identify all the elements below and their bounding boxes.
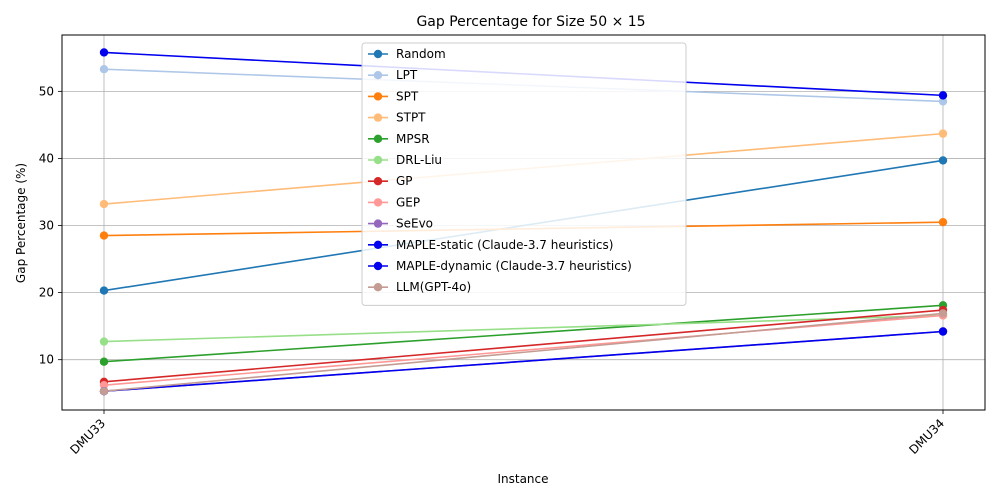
y-tick-label: 40 (39, 151, 54, 165)
y-tick-label: 30 (39, 219, 54, 233)
legend-label: LLM(GPT-4o) (396, 280, 471, 294)
legend-marker (373, 113, 383, 122)
legend-label: GEP (396, 195, 420, 209)
series-line (103, 330, 944, 393)
series-llm-gpt-4o (99, 309, 948, 396)
legend-item: SeEvo (368, 217, 433, 231)
legend-item: MAPLE-dynamic (Claude-3.7 heuristics) (368, 259, 632, 273)
legend-marker (373, 155, 383, 165)
series-line (103, 304, 944, 363)
legend-marker (373, 219, 383, 228)
data-point (938, 129, 948, 138)
legend-marker (373, 177, 383, 186)
series-line (103, 314, 944, 386)
legend-marker (373, 240, 383, 249)
series-line (103, 312, 944, 393)
legend-item: LLM(GPT-4o) (368, 280, 471, 294)
legend-label: GP (396, 174, 413, 188)
x-tick-label: DMU34 (906, 416, 947, 457)
legend-label: LPT (396, 68, 418, 82)
legend-marker (373, 49, 383, 59)
y-tick-label: 20 (39, 286, 54, 300)
y-tick-label: 10 (39, 353, 54, 367)
legend-item: Random (368, 47, 446, 61)
plot-frame (61, 34, 986, 411)
legend-marker (373, 261, 383, 271)
legend-marker (373, 283, 383, 292)
series-gp (99, 305, 948, 387)
legend-item: MAPLE-static (Claude-3.7 heuristics) (368, 238, 613, 252)
data-point (938, 156, 948, 165)
legend-label: SPT (396, 89, 419, 103)
data-point (99, 357, 109, 366)
y-axis-label: Gap Percentage (%) (14, 163, 28, 283)
series-line (103, 309, 944, 383)
legend-marker (373, 92, 383, 101)
legend-item: LPT (368, 68, 418, 82)
legend-item: SPT (368, 89, 419, 103)
legend-marker (373, 198, 383, 207)
data-point (99, 380, 109, 390)
data-point (99, 48, 109, 57)
legend-label: MPSR (396, 132, 430, 146)
data-point (99, 199, 109, 209)
y-tick-label: 50 (39, 84, 54, 98)
legend-label: Random (396, 47, 446, 61)
legend-label: SeEvo (396, 217, 433, 231)
data-point (938, 91, 948, 100)
series-lines (99, 48, 948, 396)
x-axis-label: Instance (497, 472, 548, 486)
series-mpsr (99, 301, 948, 366)
chart-title: Gap Percentage for Size 50 × 15 (416, 14, 645, 30)
x-tick-label: DMU33 (67, 416, 108, 457)
legend-label: DRL-Liu (396, 153, 442, 167)
legend-item: STPT (368, 111, 426, 125)
data-point (938, 327, 948, 336)
data-point (938, 217, 948, 227)
legend-marker (373, 134, 383, 143)
legend-label: MAPLE-static (Claude-3.7 heuristics) (396, 238, 613, 252)
data-point (99, 65, 109, 74)
legend-label: STPT (396, 111, 426, 125)
legend-item: GEP (368, 195, 420, 209)
data-point (938, 97, 948, 106)
legend-item: DRL-Liu (368, 153, 442, 167)
data-point (99, 337, 109, 346)
data-point (99, 231, 109, 240)
legend-item: GP (368, 174, 413, 188)
data-point (938, 309, 948, 318)
legend-marker (373, 71, 383, 80)
legend-item: MPSR (368, 132, 430, 146)
series-line (103, 314, 944, 343)
legend-box (361, 42, 687, 306)
series-gep (99, 311, 948, 390)
legend: Random LPT SPT STPT MPSR DRL-Liu GP GEP SeEvo MAP… (361, 42, 687, 306)
data-point (99, 387, 109, 396)
legend-label: MAPLE-dynamic (Claude-3.7 heuristics) (396, 259, 632, 273)
data-point (99, 286, 109, 295)
